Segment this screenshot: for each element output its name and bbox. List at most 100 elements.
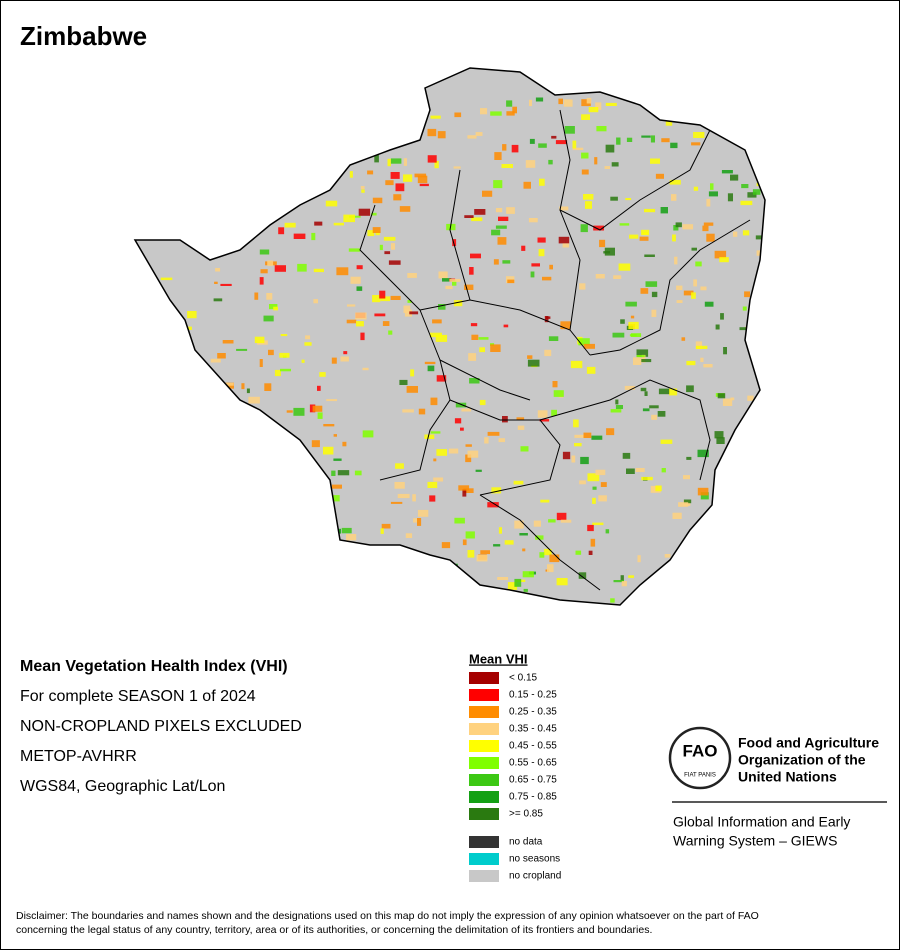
vhi-patch [480, 108, 488, 115]
vhi-patch [581, 169, 589, 175]
legend: < 0.15 0.15 - 0.25 0.25 - 0.35 0.35 - 0.45 0… [469, 672, 561, 882]
vhi-patch [367, 170, 374, 175]
vhi-patch [639, 236, 649, 241]
admin-boundaries [133, 67, 766, 606]
vhi-patch [539, 552, 545, 558]
vhi-patch [572, 147, 584, 151]
vhi-patch [462, 489, 467, 497]
vhi-patch [523, 588, 528, 592]
legend-label: 0.75 - 0.85 [509, 792, 557, 803]
vhi-patch [470, 323, 478, 327]
vhi-patch [522, 571, 534, 578]
vhi-patch [470, 253, 481, 259]
vhi-patch [741, 184, 749, 189]
vhi-patch [669, 179, 681, 185]
vhi-patch [319, 372, 326, 377]
vhi-patch [464, 215, 474, 218]
legend-swatch [469, 774, 499, 786]
vhi-patch [600, 482, 607, 487]
vhi-patch [222, 340, 234, 344]
vhi-patch [538, 143, 547, 148]
vhi-patch [381, 523, 391, 529]
vhi-patch [267, 260, 274, 266]
vhi-patch [529, 138, 535, 144]
vhi-patch [574, 443, 582, 447]
vhi-patch [224, 382, 234, 389]
vhi-patch [570, 360, 583, 369]
vhi-patch [384, 251, 391, 255]
vhi-patch [413, 518, 418, 523]
vhi-patch [430, 397, 438, 406]
vhi-patch [371, 212, 377, 216]
vhi-patch [491, 229, 501, 236]
vhi-patch [676, 300, 683, 303]
vhi-patch [502, 260, 511, 264]
legend-label: 0.15 - 0.25 [509, 690, 557, 701]
vhi-patch [594, 157, 598, 165]
vhi-patch [604, 166, 610, 169]
vhi-patch [548, 519, 556, 523]
vhi-patch [517, 425, 525, 430]
vhi-patch [385, 180, 394, 186]
vhi-patch [313, 268, 324, 273]
vhi-patch [419, 183, 429, 187]
vhi-patch [703, 364, 713, 368]
vhi-patch [348, 248, 361, 252]
vhi-patch [583, 194, 594, 200]
disclaimer: concerning the legal status of any count… [16, 924, 652, 936]
vhi-patch [388, 330, 393, 335]
vhi-patch [399, 206, 411, 212]
vhi-patch [497, 577, 509, 580]
vhi-patch [498, 438, 505, 443]
vhi-patch [374, 154, 379, 163]
vhi-patch [452, 239, 457, 247]
vhi-patch [293, 407, 305, 416]
vhi-patch [658, 388, 670, 395]
vhi-patch [641, 135, 651, 138]
vhi-patch [574, 434, 586, 438]
vhi-patch [274, 265, 286, 272]
vhi-patch [591, 435, 603, 440]
vhi-patch [453, 166, 461, 169]
vhi-patch [535, 535, 544, 540]
vhi-patch [671, 194, 677, 201]
vhi-patch [723, 347, 727, 355]
vhi-patch [467, 550, 475, 558]
vhi-patch [331, 357, 337, 364]
vhi-patch [325, 200, 338, 207]
vhi-patch [558, 236, 570, 244]
vhi-patch [333, 495, 340, 502]
vhi-patch [700, 286, 707, 291]
vhi-patch [549, 264, 553, 270]
vhi-patch [417, 175, 428, 184]
vhi-patch [682, 224, 694, 230]
vhi-patch [278, 227, 285, 235]
vhi-patch [674, 256, 678, 265]
disclaimer: Disclaimer: The boundaries and names sho… [16, 910, 759, 922]
vhi-patch [579, 480, 586, 485]
vhi-patch [562, 451, 571, 460]
vhi-patch [529, 99, 532, 107]
vhi-patch [438, 304, 446, 310]
vhi-patch [454, 418, 462, 424]
vhi-patch [588, 550, 593, 555]
vhi-patch [361, 189, 365, 193]
vhi-patch [527, 355, 533, 359]
vhi-patch [493, 544, 501, 547]
vhi-patch [586, 97, 592, 104]
vhi-patch [417, 518, 422, 526]
vhi-patch [323, 446, 334, 455]
vhi-patch [427, 481, 438, 488]
vhi-patch [465, 444, 472, 447]
map-title: Zimbabwe [20, 21, 147, 51]
vhi-patch [362, 430, 374, 438]
vhi-patch [560, 519, 572, 523]
vhi-patch [490, 344, 501, 352]
vhi-patch [259, 277, 264, 285]
vhi-patch [506, 100, 513, 107]
vhi-patch [213, 298, 223, 302]
legend-swatch [469, 757, 499, 769]
vhi-patch [313, 299, 318, 304]
vhi-patch [502, 416, 508, 423]
